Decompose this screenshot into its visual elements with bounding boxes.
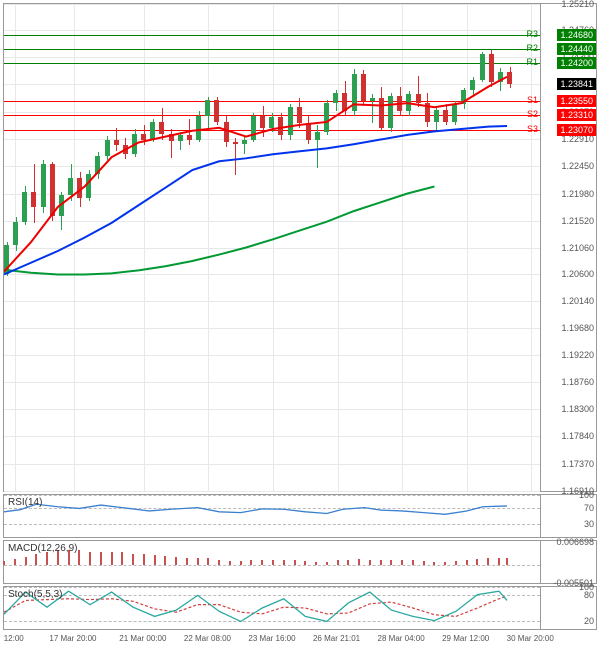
stoch-yaxis: 2080100 <box>540 587 596 629</box>
xtick-label: 12:00 <box>4 634 24 643</box>
xtick-label: 26 Mar 21:01 <box>313 634 360 643</box>
macd-plot-area[interactable] <box>4 541 540 583</box>
sr-badge: 1.23310 <box>557 109 596 121</box>
xtick-label: 17 Mar 20:00 <box>49 634 96 643</box>
stoch-label: Stoch(5,5,3) <box>8 589 62 600</box>
rsi-label: RSI(14) <box>8 497 42 508</box>
xtick-label: 21 Mar 00:00 <box>119 634 166 643</box>
stoch-level-label: 100 <box>579 582 594 592</box>
xtick-label: 30 Mar 20:00 <box>507 634 554 643</box>
rsi-panel[interactable]: RSI(14) 3070100 <box>3 494 597 538</box>
stoch-plot-area[interactable] <box>4 587 540 629</box>
x-axis: 12:00 17 Mar 20:00 21 Mar 00:00 22 Mar 08:0… <box>3 632 597 648</box>
xtick-label: 22 Mar 08:00 <box>184 634 231 643</box>
ytick-label: 1.17840 <box>561 431 594 441</box>
sr-badge: 1.24680 <box>557 29 596 41</box>
rsi-yaxis: 3070100 <box>540 495 596 537</box>
macd-panel[interactable]: MACD(12,26,9) -0.0055010.006698 <box>3 540 597 584</box>
ytick-label: 1.19680 <box>561 323 594 333</box>
stoch-panel[interactable]: Stoch(5,5,3) 2080100 <box>3 586 597 630</box>
main-plot-area[interactable]: R1R2R3S1S2S3 <box>4 4 540 491</box>
macd-label: MACD(12,26,9) <box>8 543 77 554</box>
rsi-level-label: 70 <box>584 503 594 513</box>
sr-badge: 1.23550 <box>557 95 596 107</box>
rsi-level-label: 30 <box>584 519 594 529</box>
macd-yaxis: -0.0055010.006698 <box>540 541 596 583</box>
main-price-chart[interactable]: R1R2R3S1S2S3 1.169101.173701.178401.1830… <box>3 3 597 492</box>
ytick-label: 1.22450 <box>561 161 594 171</box>
main-yaxis: 1.169101.173701.178401.183001.187601.192… <box>540 4 596 491</box>
ytick-label: 1.17370 <box>561 459 594 469</box>
ytick-label: 1.21060 <box>561 243 594 253</box>
ytick-label: 1.20600 <box>561 269 594 279</box>
ytick-label: 1.20140 <box>561 296 594 306</box>
sr-badge: 1.23070 <box>557 124 596 136</box>
current-price-badge: 1.23841 <box>557 78 596 90</box>
xtick-label: 29 Mar 12:00 <box>442 634 489 643</box>
xtick-label: 28 Mar 04:00 <box>378 634 425 643</box>
xtick-label: 23 Mar 16:00 <box>248 634 295 643</box>
ytick-label: 1.19220 <box>561 350 594 360</box>
ytick-label: 1.18760 <box>561 377 594 387</box>
macd-level-label: 0.006698 <box>556 537 594 547</box>
rsi-level-label: 100 <box>579 490 594 500</box>
stoch-level-label: 20 <box>584 616 594 626</box>
ytick-label: 1.21520 <box>561 216 594 226</box>
rsi-plot-area[interactable] <box>4 495 540 537</box>
ytick-label: 1.21980 <box>561 189 594 199</box>
ytick-label: 1.25210 <box>561 0 594 9</box>
sr-badge: 1.24200 <box>557 57 596 69</box>
ytick-label: 1.18300 <box>561 404 594 414</box>
sr-badge: 1.24440 <box>557 43 596 55</box>
